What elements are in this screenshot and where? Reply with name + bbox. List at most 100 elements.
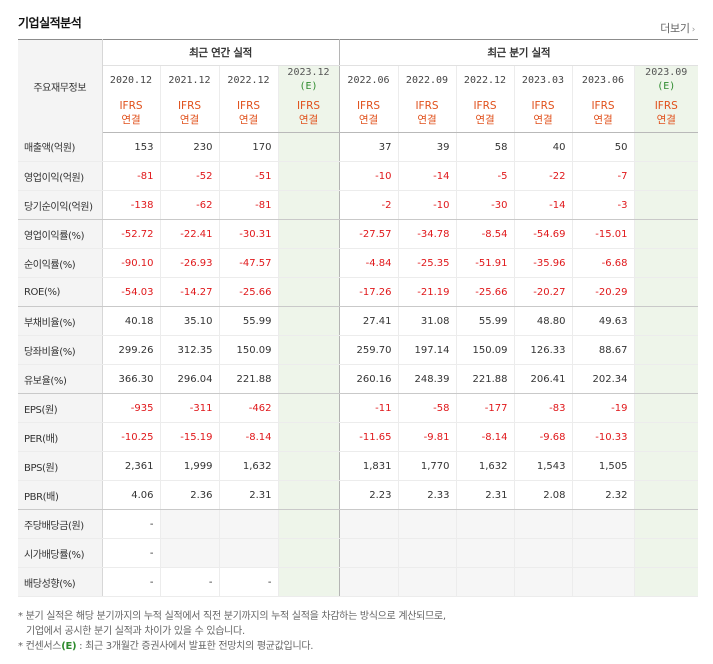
table-cell xyxy=(633,132,698,162)
table-cell: -51.91 xyxy=(455,248,514,278)
consolidated-label: 연결 xyxy=(593,114,613,126)
consolidated-label: 연결 xyxy=(533,114,553,126)
header-corner: 주요재무정보 xyxy=(18,39,103,133)
table-cell: 299.26 xyxy=(102,335,160,365)
table-cell: 312.35 xyxy=(159,335,219,365)
row-label: PBR(배) xyxy=(18,480,103,510)
footnote-1: * 분기 실적은 해당 분기까지의 누적 실적에서 직전 분기까지의 누적 실적… xyxy=(18,611,446,622)
estimate-mark: (E) xyxy=(299,81,318,92)
table-cell xyxy=(633,509,698,539)
table-row: ROE(%) -54.03 -14.27 -25.66 -17.26 -21.19 -25.… xyxy=(18,277,698,307)
table-cell xyxy=(633,480,698,510)
table-cell: -30 xyxy=(455,190,514,220)
table-cell: 150.09 xyxy=(455,335,514,365)
table-cell xyxy=(455,509,514,539)
table-cell: -81 xyxy=(102,161,160,191)
table-cell: 58 xyxy=(455,132,514,162)
table-cell: -34.78 xyxy=(397,219,456,249)
table-row: 순이익률(%) -90.10 -26.93 -47.57 -4.84 -25.35 -51.… xyxy=(18,248,698,278)
table-cell: 88.67 xyxy=(571,335,634,365)
period-label: 2022.12 xyxy=(463,74,507,86)
table-cell: -138 xyxy=(102,190,160,220)
table-cell: 55.99 xyxy=(218,306,278,336)
table-cell: -58 xyxy=(397,393,456,423)
table-cell xyxy=(513,567,572,597)
ifrs-label: IFRS xyxy=(296,100,321,112)
ifrs-header: IFRS 연결 xyxy=(338,94,398,133)
table-cell: 126.33 xyxy=(513,335,572,365)
table-cell: -8.14 xyxy=(455,422,514,452)
table-cell: -51 xyxy=(218,161,278,191)
period-header: 2022.12 xyxy=(455,65,514,94)
ifrs-label: IFRS xyxy=(591,100,615,112)
table-cell: 170 xyxy=(218,132,278,162)
table-cell: -81 xyxy=(218,190,278,220)
ifrs-label: IFRS xyxy=(415,100,439,112)
table-cell: 366.30 xyxy=(102,364,160,394)
row-label: 유보율(%) xyxy=(18,364,103,394)
table-cell: -9.68 xyxy=(513,422,572,452)
table-cell: -52 xyxy=(159,161,219,191)
row-label: EPS(원) xyxy=(18,393,103,423)
table-cell: -19 xyxy=(571,393,634,423)
ifrs-header: IFRS 연결 xyxy=(455,94,514,133)
table-cell: 50 xyxy=(571,132,634,162)
table-cell: -54.69 xyxy=(513,219,572,249)
period-header: 2022.06 xyxy=(338,65,398,94)
footnote-3-prefix: * 컨센서스 xyxy=(18,641,62,652)
table-cell: -20.29 xyxy=(571,277,634,307)
annual-group-header: 최근 연간 실적 xyxy=(102,39,339,66)
table-cell: -6.68 xyxy=(571,248,634,278)
period-header: 2023.09 (E) xyxy=(633,65,698,94)
table-cell xyxy=(571,538,634,568)
table-cell: 31.08 xyxy=(397,306,456,336)
table-cell: 2.23 xyxy=(338,480,398,510)
table-cell xyxy=(633,161,698,191)
table-cell: 48.80 xyxy=(513,306,572,336)
table-cell: 2.36 xyxy=(159,480,219,510)
ifrs-header: IFRS 연결 xyxy=(277,94,339,133)
table-cell: -17.26 xyxy=(338,277,398,307)
period-header: 2023.03 xyxy=(513,65,572,94)
table-cell: 27.41 xyxy=(338,306,398,336)
table-cell: -3 xyxy=(571,190,634,220)
table-row: 부채비율(%) 40.18 35.10 55.99 27.41 31.08 55.99 48.… xyxy=(18,306,698,336)
table-cell: -22.41 xyxy=(159,219,219,249)
table-cell: -25.66 xyxy=(455,277,514,307)
table-cell xyxy=(277,538,339,568)
table-cell: 248.39 xyxy=(397,364,456,394)
table-cell: 1,831 xyxy=(338,451,398,481)
table-cell: 1,632 xyxy=(455,451,514,481)
row-label: 순이익률(%) xyxy=(18,248,103,278)
row-label: PER(배) xyxy=(18,422,103,452)
table-row: PER(배) -10.25 -15.19 -8.14 -11.65 -9.81 -8.14-… xyxy=(18,422,698,452)
ifrs-label: IFRS xyxy=(356,100,381,112)
table-cell xyxy=(633,219,698,249)
table-cell: -52.72 xyxy=(102,219,160,249)
consensus-mark: (E) xyxy=(61,641,77,652)
table-cell xyxy=(633,277,698,307)
chevron-right-icon: › xyxy=(691,25,696,35)
more-link[interactable]: 더보기 › xyxy=(660,20,695,36)
table-cell xyxy=(633,364,698,394)
table-cell: 202.34 xyxy=(571,364,634,394)
table-row: 주당배당금(원) - xyxy=(18,509,698,539)
table-row: 영업이익(억원) -81 -52 -51 -10 -14 -5 -22 -7 xyxy=(18,161,698,191)
table-cell: 260.16 xyxy=(338,364,398,394)
table-cell xyxy=(633,248,698,278)
table-cell xyxy=(159,509,219,539)
table-cell: - xyxy=(218,567,278,597)
table-row: EPS(원) -935 -311 -462 -11 -58 -177 -83 -19 xyxy=(18,393,698,423)
ifrs-label: IFRS xyxy=(531,100,555,112)
ifrs-header: IFRS 연결 xyxy=(159,94,219,133)
ifrs-label: IFRS xyxy=(119,100,143,112)
table-cell xyxy=(571,567,634,597)
table-cell: -8.54 xyxy=(455,219,514,249)
table-cell xyxy=(277,335,339,365)
table-cell: -25.35 xyxy=(397,248,456,278)
row-label: 영업이익률(%) xyxy=(18,219,103,249)
row-label: 매출액(억원) xyxy=(18,132,103,162)
footnote-3-suffix: : 최근 3개월간 증권사에서 발표한 전망치의 평균값입니다. xyxy=(79,641,314,652)
period-label: 2023.06 xyxy=(581,74,625,86)
quarter-group-header: 최근 분기 실적 xyxy=(338,39,698,66)
